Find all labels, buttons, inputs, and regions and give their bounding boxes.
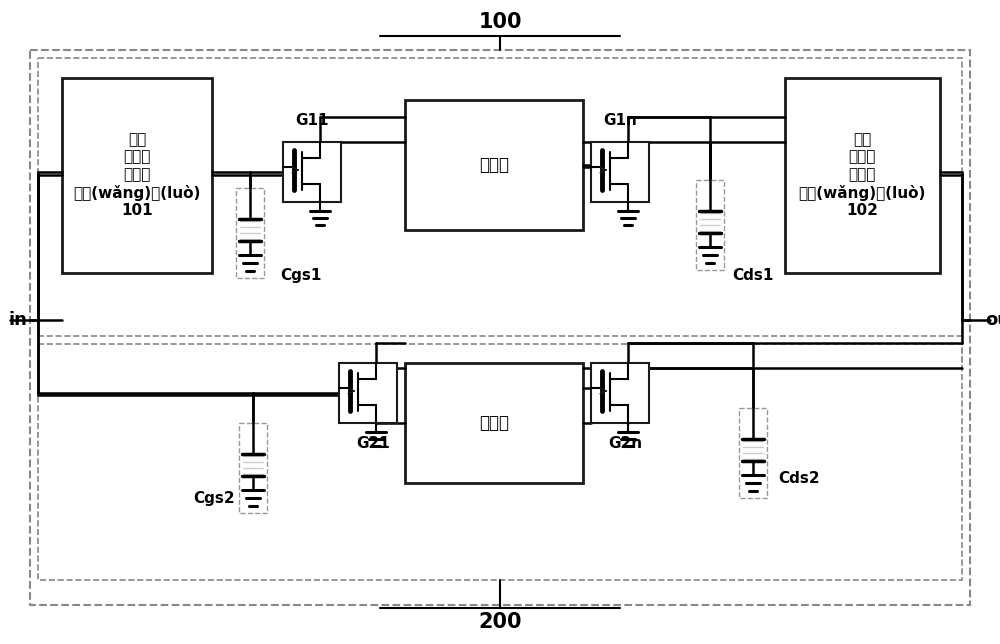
Bar: [739, 408, 767, 498]
Bar: [236, 188, 264, 278]
Bar: [339, 363, 397, 423]
Text: 200: 200: [478, 612, 522, 632]
Bar: [239, 423, 267, 513]
Bar: [38, 58, 962, 336]
Bar: [283, 142, 341, 202]
Text: 中間級: 中間級: [479, 414, 509, 432]
Bar: [38, 344, 962, 580]
Text: G11: G11: [295, 113, 329, 128]
Text: G2n: G2n: [608, 435, 642, 451]
Text: 中間級: 中間級: [479, 156, 509, 174]
Bar: [405, 363, 583, 483]
Bar: [591, 142, 649, 202]
Text: 第一
模式輸
出預匹
配網(wǎng)絡(luò)
102: 第一 模式輸 出預匹 配網(wǎng)絡(luò) 102: [798, 132, 926, 218]
Bar: [785, 78, 940, 273]
Text: in: in: [8, 311, 27, 329]
Text: Cds2: Cds2: [778, 471, 820, 486]
Text: G21: G21: [356, 435, 390, 451]
Text: 100: 100: [478, 12, 522, 32]
Bar: [62, 78, 212, 273]
Bar: [405, 100, 583, 230]
Bar: [30, 50, 970, 605]
Text: G1n: G1n: [603, 113, 637, 128]
Text: Cgs1: Cgs1: [280, 267, 321, 283]
Text: 第一
模式輸
入預匹
配網(wǎng)絡(luò)
101: 第一 模式輸 入預匹 配網(wǎng)絡(luò) 101: [73, 132, 201, 218]
Text: Cds1: Cds1: [732, 267, 773, 283]
Text: out: out: [985, 311, 1000, 329]
Text: Cgs2: Cgs2: [193, 491, 235, 506]
Bar: [696, 180, 724, 270]
Bar: [591, 363, 649, 423]
